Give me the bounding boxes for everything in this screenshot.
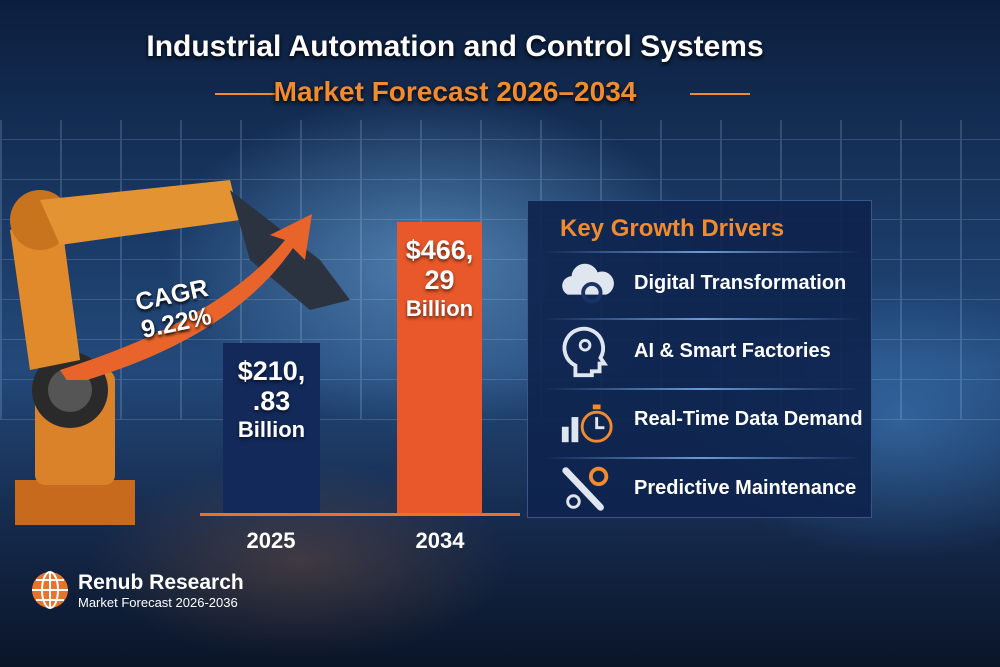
bar-label-line: .83 xyxy=(252,385,291,416)
brand-logo: Renub Research Market Forecast 2026-2036 xyxy=(30,570,244,610)
robot-arm-illustration xyxy=(10,180,350,525)
driver-label: Real-Time Data Demand xyxy=(634,407,863,430)
subtitle-rule-left xyxy=(215,93,275,95)
bar-label-line: $210, xyxy=(237,356,306,387)
bar-2025: $210, .83 Billion xyxy=(223,343,320,513)
panel-title: Key Growth Drivers xyxy=(560,215,785,242)
globe-logo-icon xyxy=(32,571,68,609)
cloud-gear-icon xyxy=(562,263,614,304)
bar-label-unit: Billion xyxy=(405,296,474,322)
chart-baseline xyxy=(200,513,520,516)
brand-tagline: Market Forecast 2026-2036 xyxy=(78,594,238,610)
x-tick-label: 2025 xyxy=(246,528,296,553)
key-growth-drivers-panel: Key Growth Drivers Digital Transformatio… xyxy=(527,200,872,518)
bar-label-unit: Billion xyxy=(237,417,306,443)
bar-label-line: $466, xyxy=(405,235,474,265)
driver-item: Real-Time Data Demand xyxy=(558,389,863,449)
cagr-arrow xyxy=(60,214,312,380)
divider xyxy=(543,457,861,459)
page-title: Industrial Automation and Control System… xyxy=(146,30,764,63)
divider xyxy=(543,318,861,320)
driver-label: AI & Smart Factories xyxy=(634,339,831,362)
driver-item: Predictive Maintenance xyxy=(558,458,856,518)
ai-head-icon xyxy=(562,326,609,378)
x-tick-label: 2034 xyxy=(415,528,465,553)
driver-item: Digital Transformation xyxy=(558,253,846,313)
wrench-gear-icon xyxy=(562,466,609,511)
divider xyxy=(543,251,861,253)
bar-label-line: 29 xyxy=(424,264,455,295)
driver-item: AI & Smart Factories xyxy=(558,321,831,381)
bar-2034: $466, 29 Billion xyxy=(397,222,482,513)
chart-stopwatch-icon xyxy=(561,404,613,443)
divider xyxy=(543,388,861,390)
brand-name: Renub Research xyxy=(78,570,244,594)
page-subtitle: Market Forecast 2026–2034 xyxy=(273,76,637,107)
driver-label: Digital Transformation xyxy=(634,271,847,294)
subtitle-rule-right xyxy=(690,93,750,95)
driver-label: Predictive Maintenance xyxy=(634,476,857,499)
